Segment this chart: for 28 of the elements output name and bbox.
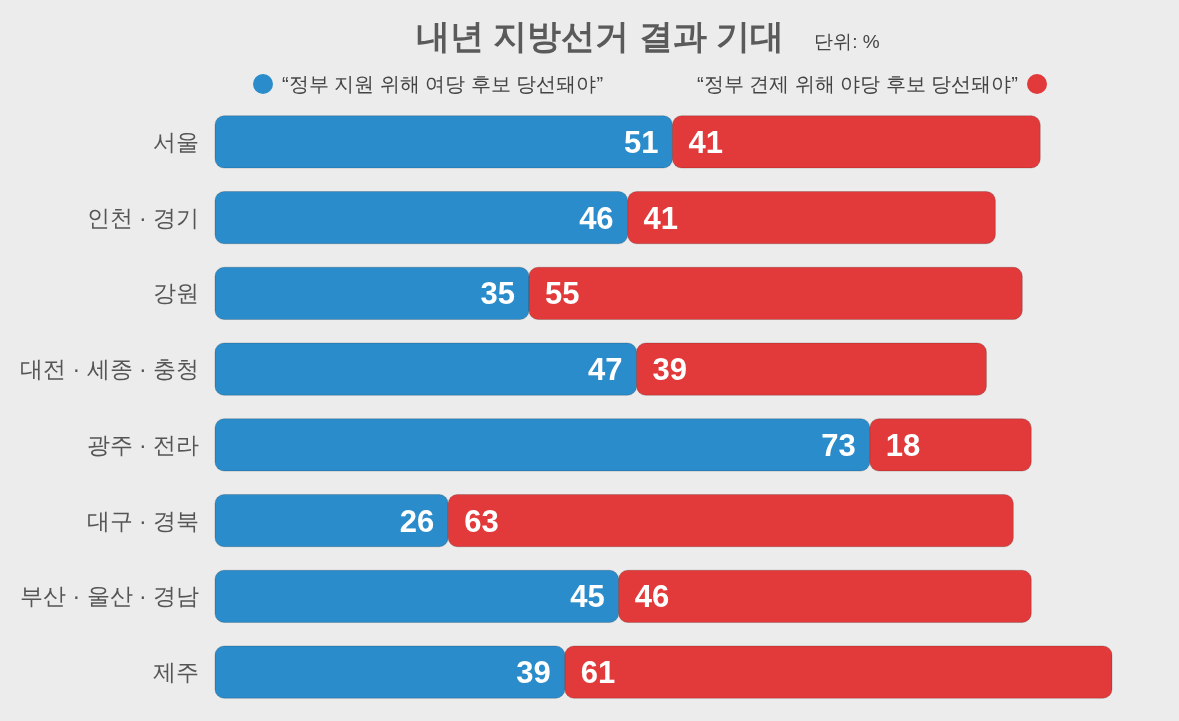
data-label: 63 bbox=[464, 503, 499, 539]
legend-label: “정부 지원 위해 여당 후보 당선돼야” bbox=[282, 73, 604, 95]
data-label: 73 bbox=[821, 427, 856, 463]
data-label: 47 bbox=[588, 352, 623, 388]
data-label: 41 bbox=[643, 200, 679, 236]
category-label: 광주 · 전라 bbox=[86, 431, 199, 458]
category-label: 서울 bbox=[153, 128, 199, 155]
data-label: 35 bbox=[480, 276, 515, 312]
data-label: 46 bbox=[579, 200, 614, 236]
data-label: 45 bbox=[570, 579, 605, 615]
title: 내년 지방선거 결과 기대 bbox=[415, 17, 785, 55]
data-label: 51 bbox=[624, 124, 659, 160]
category-label: 인천 · 경기 bbox=[86, 204, 199, 231]
category-label: 대전 · 세종 · 충청 bbox=[20, 356, 199, 383]
category-label: 제주 bbox=[153, 659, 199, 686]
data-label: 61 bbox=[580, 655, 616, 691]
data-label: 39 bbox=[516, 655, 551, 691]
category-label: 강원 bbox=[153, 280, 199, 307]
subtitle: 단위: % bbox=[814, 31, 880, 52]
data-label: 41 bbox=[688, 124, 723, 160]
data-label: 46 bbox=[634, 579, 670, 615]
data-label: 26 bbox=[399, 503, 435, 539]
category-label: 대구 · 경북 bbox=[86, 507, 199, 534]
legend-label: “정부 견제 위해 야당 후보 당선돼야” bbox=[696, 73, 1018, 95]
data-label: 18 bbox=[885, 427, 921, 463]
data-label: 55 bbox=[544, 276, 580, 312]
data-label: 39 bbox=[652, 352, 688, 388]
category-label: 부산 · 울산 · 경남 bbox=[20, 583, 199, 610]
